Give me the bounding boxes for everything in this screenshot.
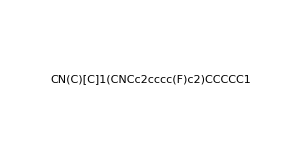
Text: CN(C)[C]1(CNCc2cccc(F)c2)CCCCC1: CN(C)[C]1(CNCc2cccc(F)c2)CCCCC1 bbox=[50, 74, 251, 84]
